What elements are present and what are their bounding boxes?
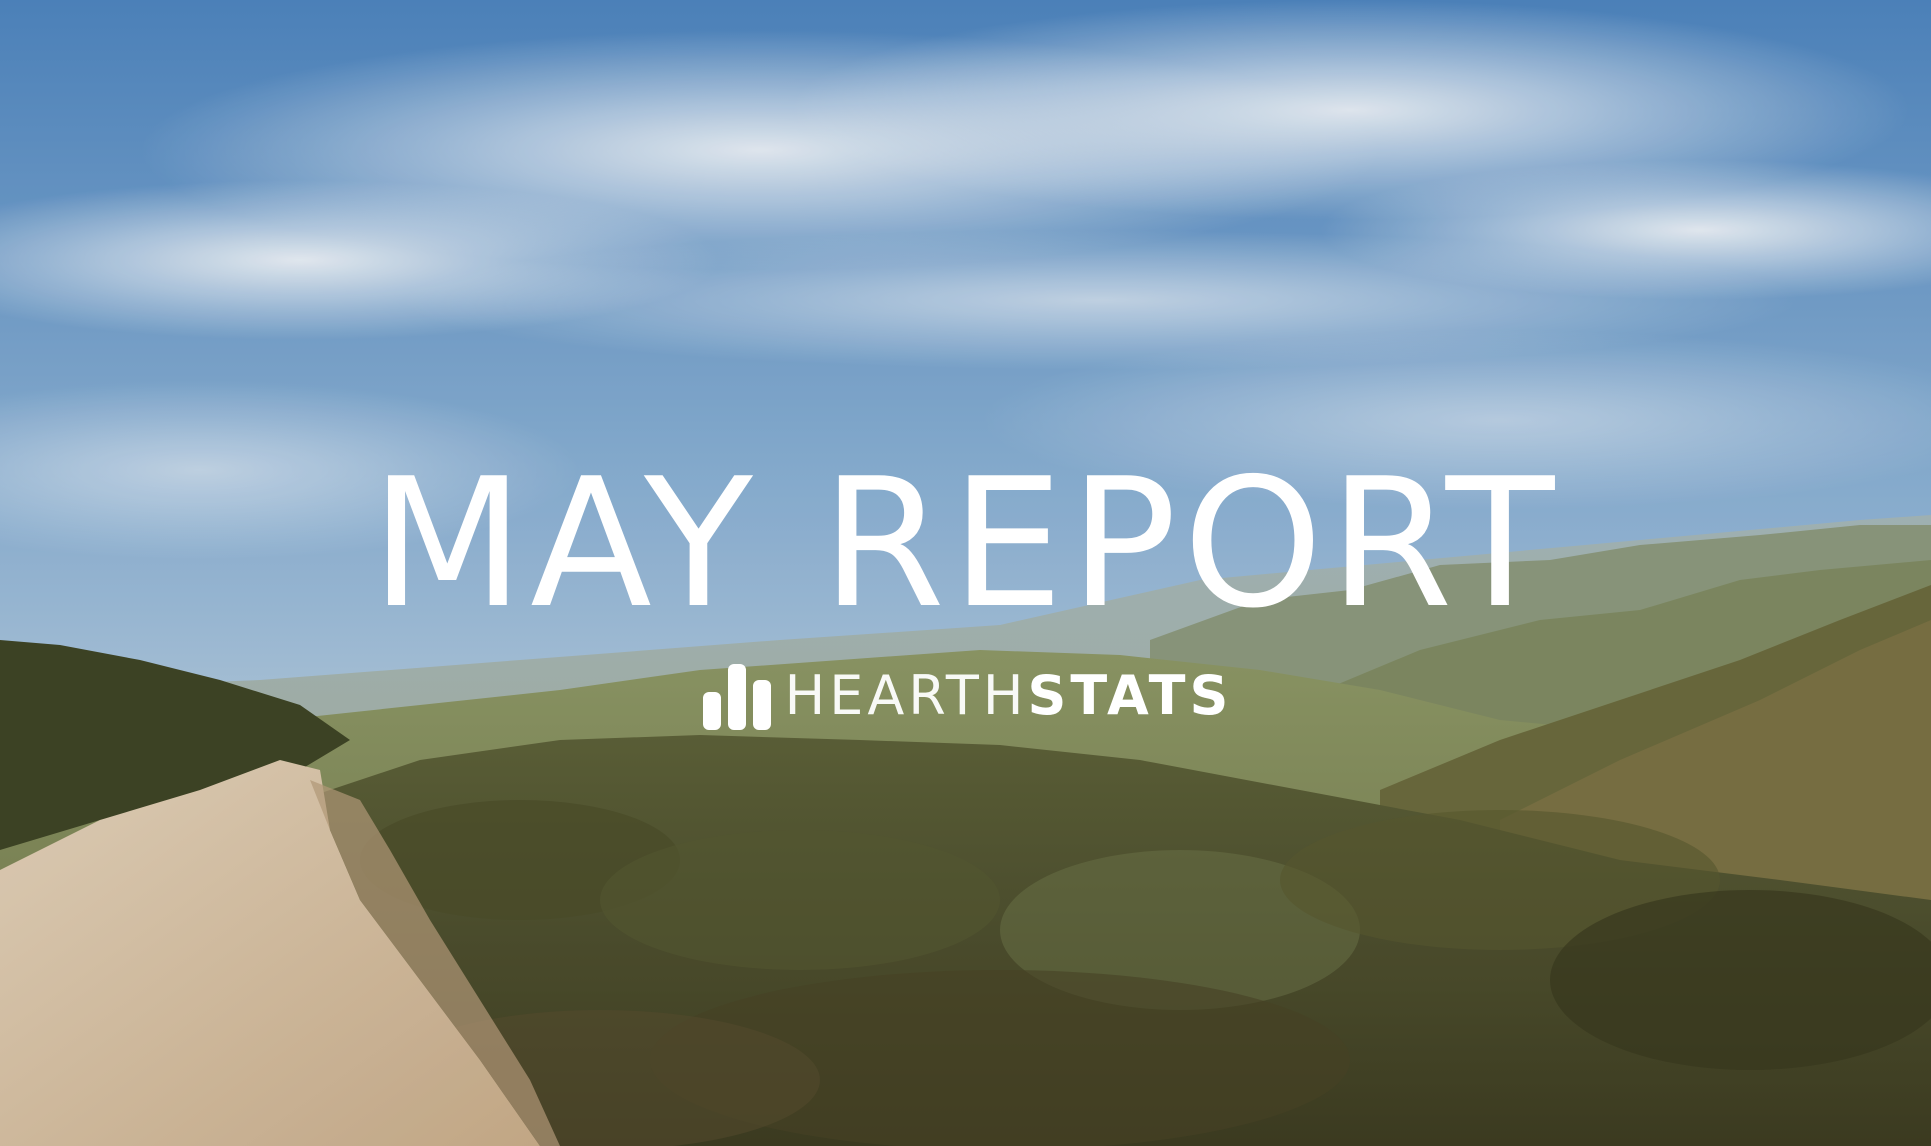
report-title: MAY REPORT: [370, 440, 1561, 647]
bar-chart-logo-icon: [702, 664, 771, 730]
brand-logo-lockup: HEARTHSTATS: [0, 658, 1931, 734]
brand-wordmark: HEARTHSTATS: [785, 666, 1233, 726]
brand-name-light: HEARTH: [784, 664, 1028, 727]
brand-name-bold: STATS: [1027, 664, 1233, 727]
